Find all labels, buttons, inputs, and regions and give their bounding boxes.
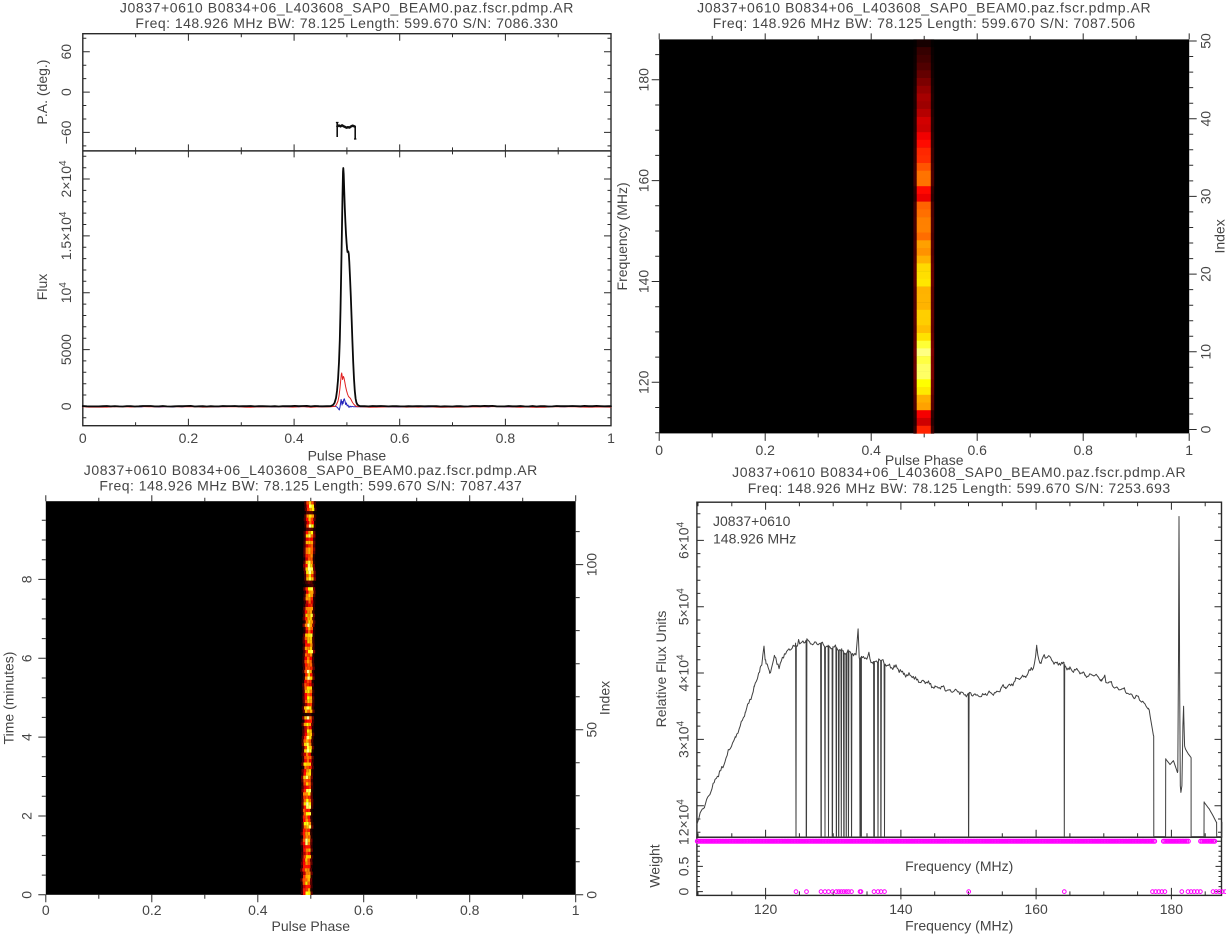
svg-text:50: 50	[1198, 33, 1214, 49]
svg-text:0.8: 0.8	[496, 430, 516, 446]
svg-text:Frequency (MHz): Frequency (MHz)	[614, 182, 630, 290]
svg-text:50: 50	[584, 722, 600, 738]
svg-text:Relative Flux Units: Relative Flux Units	[653, 611, 669, 728]
svg-text:1: 1	[572, 902, 580, 918]
svg-text:120: 120	[754, 901, 778, 917]
svg-text:148.926 MHz: 148.926 MHz	[713, 531, 796, 547]
svg-text:180: 180	[1160, 901, 1184, 917]
svg-text:Frequency (MHz): Frequency (MHz)	[905, 858, 1013, 874]
svg-text:180: 180	[636, 68, 652, 92]
svg-text:J0837+0610 B0834+06_L403608_SA: J0837+0610 B0834+06_L403608_SAP0_BEAM0.p…	[120, 0, 574, 16]
svg-text:0: 0	[42, 902, 50, 918]
svg-text:J0837+0610: J0837+0610	[713, 513, 791, 529]
svg-text:140: 140	[636, 270, 652, 294]
svg-text:1: 1	[607, 430, 615, 446]
svg-text:120: 120	[636, 370, 652, 394]
svg-text:140: 140	[889, 901, 913, 917]
svg-text:0.6: 0.6	[354, 902, 374, 918]
svg-text:0: 0	[655, 442, 663, 458]
svg-text:Freq: 148.926 MHz BW: 78.125 L: Freq: 148.926 MHz BW: 78.125 Length: 599…	[135, 15, 558, 31]
svg-text:Time (minutes): Time (minutes)	[1, 652, 17, 745]
svg-text:Freq: 148.926 MHz BW: 78.125 L: Freq: 148.926 MHz BW: 78.125 Length: 599…	[99, 478, 522, 494]
svg-text:Frequency (MHz): Frequency (MHz)	[905, 917, 1013, 933]
svg-text:6×104: 6×104	[676, 521, 692, 559]
svg-text:40: 40	[1198, 111, 1214, 127]
svg-text:0: 0	[19, 891, 35, 899]
svg-text:6: 6	[19, 654, 35, 662]
svg-text:0.4: 0.4	[284, 430, 304, 446]
svg-text:4: 4	[19, 733, 35, 741]
svg-text:0.6: 0.6	[967, 442, 987, 458]
svg-text:Weight: Weight	[647, 844, 663, 887]
svg-text:1.5×104: 1.5×104	[58, 211, 74, 260]
svg-text:20: 20	[1198, 266, 1214, 282]
svg-text:Pulse Phase: Pulse Phase	[271, 918, 350, 934]
svg-text:0: 0	[676, 887, 692, 895]
svg-text:Freq: 148.926 MHz BW: 78.125 L: Freq: 148.926 MHz BW: 78.125 Length: 599…	[748, 480, 1171, 496]
svg-text:8: 8	[19, 575, 35, 583]
svg-text:0: 0	[1198, 425, 1214, 433]
svg-text:−60: −60	[58, 120, 74, 144]
svg-text:J0837+0610 B0834+06_L403608_SA: J0837+0610 B0834+06_L403608_SAP0_BEAM0.p…	[84, 462, 538, 478]
svg-text:0.2: 0.2	[755, 442, 775, 458]
svg-text:160: 160	[636, 169, 652, 193]
svg-text:2×104: 2×104	[58, 160, 74, 198]
svg-text:0: 0	[58, 88, 74, 96]
svg-text:60: 60	[58, 44, 74, 60]
svg-text:5×104: 5×104	[676, 588, 692, 626]
svg-text:0: 0	[584, 891, 600, 899]
svg-text:160: 160	[1024, 901, 1048, 917]
svg-text:Index: Index	[1212, 219, 1226, 253]
svg-text:10: 10	[1198, 344, 1214, 360]
svg-text:Flux: Flux	[34, 274, 50, 300]
svg-text:0.2: 0.2	[142, 902, 162, 918]
svg-text:0.4: 0.4	[861, 442, 881, 458]
svg-text:0: 0	[79, 430, 87, 446]
svg-text:P.A. (deg.): P.A. (deg.)	[34, 60, 50, 125]
svg-text:5000: 5000	[58, 334, 74, 365]
svg-text:2: 2	[19, 812, 35, 820]
svg-text:1: 1	[676, 837, 692, 845]
svg-text:4×104: 4×104	[676, 654, 692, 692]
svg-text:30: 30	[1198, 188, 1214, 204]
svg-text:0: 0	[58, 402, 74, 410]
svg-text:J0837+0610 B0834+06_L403608_SA: J0837+0610 B0834+06_L403608_SAP0_BEAM0.p…	[697, 0, 1151, 16]
svg-text:Index: Index	[597, 681, 613, 715]
svg-text:0.8: 0.8	[1073, 442, 1093, 458]
svg-text:1: 1	[1185, 442, 1193, 458]
svg-text:Pulse Phase: Pulse Phase	[308, 447, 387, 463]
svg-text:0.2: 0.2	[179, 430, 199, 446]
svg-text:2×104: 2×104	[676, 799, 692, 837]
svg-text:0.6: 0.6	[390, 430, 410, 446]
svg-text:100: 100	[584, 553, 600, 577]
svg-text:Freq: 148.926 MHz BW: 78.125 L: Freq: 148.926 MHz BW: 78.125 Length: 599…	[713, 15, 1136, 31]
svg-text:Pulse Phase: Pulse Phase	[885, 452, 964, 468]
svg-text:0.5: 0.5	[676, 856, 692, 876]
svg-text:J0837+0610 B0834+06_L403608_SA: J0837+0610 B0834+06_L403608_SAP0_BEAM0.p…	[732, 464, 1186, 480]
svg-text:0.4: 0.4	[248, 902, 268, 918]
svg-text:3×104: 3×104	[676, 720, 692, 758]
svg-text:0.8: 0.8	[460, 902, 480, 918]
